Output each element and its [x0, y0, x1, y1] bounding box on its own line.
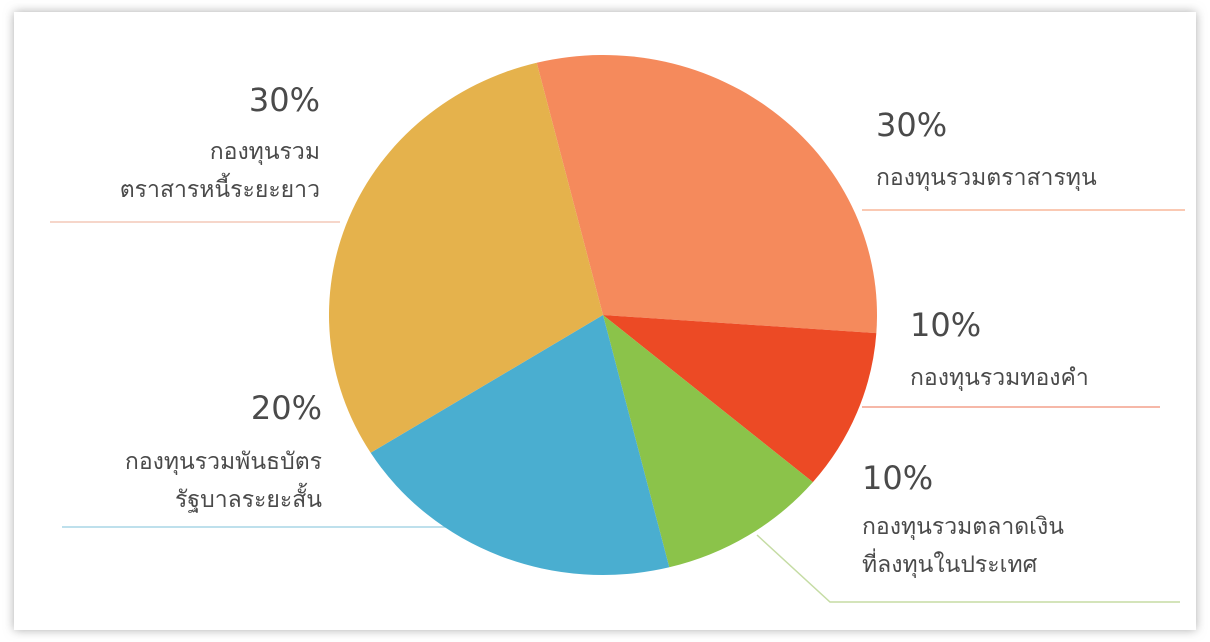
pie-slice — [603, 315, 877, 483]
category-label: กองทุนรวมทองคำ — [910, 365, 1089, 391]
category-label: กองทุนรวมพันธบัตรรัฐบาลระยะสั้น — [125, 449, 322, 513]
value-label: 30% — [876, 106, 947, 144]
category-label: กองทุนรวมตราสารทุน — [876, 165, 1097, 191]
pie-slice — [536, 55, 877, 334]
leader-line — [756, 534, 1180, 603]
category-label: กองทุนรวมตลาดเงินที่ลงทุนในประเทศ — [862, 514, 1064, 578]
value-label: 10% — [910, 306, 981, 344]
pie-slice — [328, 62, 603, 453]
pie-slice — [370, 315, 670, 575]
value-label: 10% — [862, 459, 933, 497]
category-label: กองทุนรวมตราสารหนี้ระยะยาว — [120, 139, 320, 203]
value-label: 20% — [251, 389, 322, 427]
pie-slice — [603, 315, 813, 568]
value-label: 30% — [249, 81, 320, 119]
